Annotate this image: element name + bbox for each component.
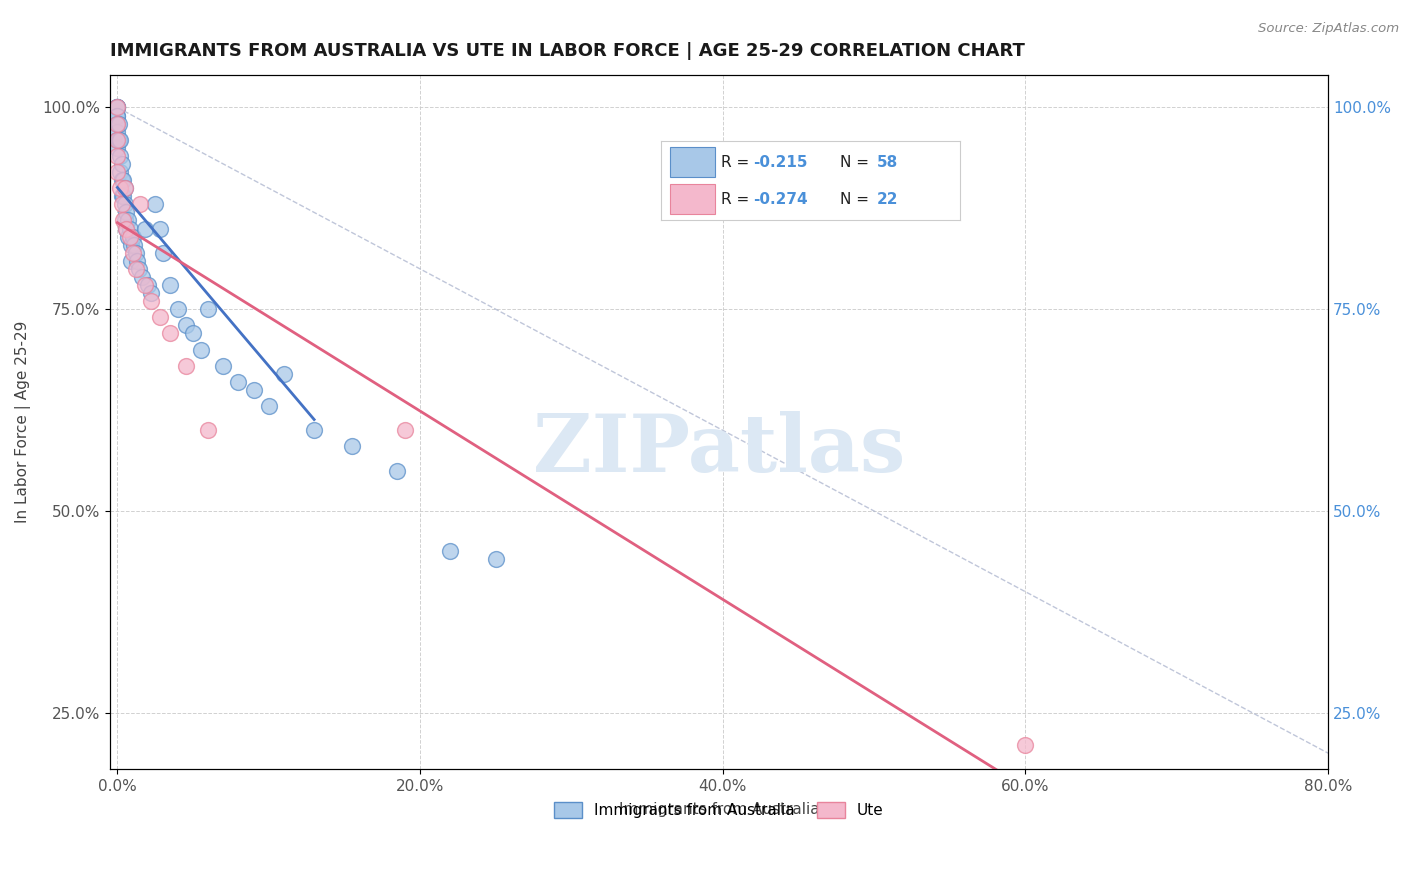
Text: R =: R =	[721, 155, 754, 170]
Point	[110, 181, 132, 195]
Point	[136, 278, 159, 293]
Point	[159, 326, 181, 341]
Point	[105, 101, 128, 115]
Point	[118, 229, 141, 244]
Point	[174, 359, 197, 373]
Point	[134, 278, 156, 293]
Text: N =: N =	[841, 193, 875, 207]
Point	[112, 213, 135, 227]
Point	[139, 286, 162, 301]
Point	[134, 221, 156, 235]
Text: R =: R =	[721, 193, 754, 207]
Point	[485, 552, 508, 566]
Point	[110, 133, 132, 147]
Point	[105, 133, 128, 147]
Point	[190, 343, 212, 357]
Point	[115, 221, 138, 235]
Point	[105, 101, 128, 115]
Point	[124, 245, 146, 260]
Text: Source: ZipAtlas.com: Source: ZipAtlas.com	[1258, 22, 1399, 36]
Point	[212, 359, 235, 373]
Point	[167, 302, 190, 317]
Text: IMMIGRANTS FROM AUSTRALIA VS UTE IN LABOR FORCE | AGE 25-29 CORRELATION CHART: IMMIGRANTS FROM AUSTRALIA VS UTE IN LABO…	[110, 42, 1025, 60]
Point	[112, 173, 135, 187]
Point	[143, 197, 166, 211]
Text: 22: 22	[876, 193, 898, 207]
Point	[387, 464, 409, 478]
Point	[129, 197, 152, 211]
Point	[394, 423, 416, 437]
Point	[105, 149, 128, 163]
Point	[105, 141, 128, 155]
Point	[152, 245, 174, 260]
Point	[105, 109, 128, 123]
Legend: Immigrants from Australia, Ute: Immigrants from Australia, Ute	[548, 796, 890, 824]
Point	[105, 101, 128, 115]
Point	[105, 165, 128, 179]
Point	[105, 101, 128, 115]
Point	[118, 221, 141, 235]
Point	[105, 133, 128, 147]
Point	[159, 278, 181, 293]
Point	[105, 117, 128, 131]
Text: ZIPatlas: ZIPatlas	[533, 411, 905, 489]
Point	[149, 221, 172, 235]
X-axis label: Immigrants from Australia: Immigrants from Australia	[619, 803, 820, 817]
Point	[108, 133, 131, 147]
Point	[117, 229, 139, 244]
Point	[174, 318, 197, 333]
Point	[121, 229, 143, 244]
Point	[340, 440, 363, 454]
Point	[228, 375, 250, 389]
Point	[124, 261, 146, 276]
Point	[128, 261, 150, 276]
Point	[110, 165, 132, 179]
Point	[125, 253, 148, 268]
Point	[114, 213, 136, 227]
Point	[105, 117, 128, 131]
Point	[139, 294, 162, 309]
Point	[115, 221, 138, 235]
Text: -0.274: -0.274	[754, 193, 808, 207]
Point	[105, 125, 128, 139]
Point	[181, 326, 204, 341]
Point	[149, 310, 172, 325]
Point	[1014, 738, 1036, 752]
Point	[120, 237, 142, 252]
Point	[273, 367, 295, 381]
Point	[105, 101, 128, 115]
Point	[439, 544, 461, 558]
Point	[111, 197, 134, 211]
Point	[302, 423, 325, 437]
Point	[121, 245, 143, 260]
Point	[197, 423, 219, 437]
Point	[111, 173, 134, 187]
Point	[111, 157, 134, 171]
Y-axis label: In Labor Force | Age 25-29: In Labor Force | Age 25-29	[15, 321, 31, 524]
Bar	[669, 147, 714, 177]
Point	[114, 197, 136, 211]
Point	[197, 302, 219, 317]
Text: 58: 58	[876, 155, 897, 170]
Point	[242, 383, 264, 397]
Text: -0.215: -0.215	[754, 155, 808, 170]
Point	[105, 109, 128, 123]
Point	[108, 117, 131, 131]
Point	[112, 189, 135, 203]
Point	[115, 205, 138, 219]
Point	[257, 399, 280, 413]
Point	[111, 189, 134, 203]
Point	[114, 181, 136, 195]
Point	[131, 270, 153, 285]
Point	[120, 253, 142, 268]
Point	[117, 213, 139, 227]
Text: N =: N =	[841, 155, 875, 170]
Point	[110, 149, 132, 163]
Point	[122, 237, 145, 252]
Bar	[669, 184, 714, 214]
Point	[114, 181, 136, 195]
